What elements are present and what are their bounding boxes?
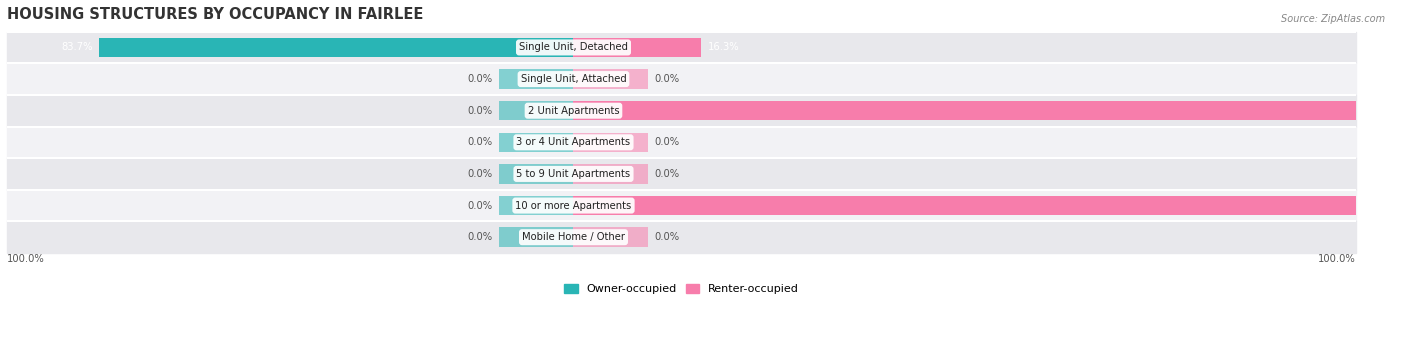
Bar bbox=[574, 101, 1355, 120]
Text: 2 Unit Apartments: 2 Unit Apartments bbox=[527, 106, 619, 116]
Text: 0.0%: 0.0% bbox=[467, 169, 492, 179]
Legend: Owner-occupied, Renter-occupied: Owner-occupied, Renter-occupied bbox=[560, 279, 803, 298]
Text: 0.0%: 0.0% bbox=[654, 74, 679, 84]
Text: 0.0%: 0.0% bbox=[467, 201, 492, 210]
Bar bbox=[7, 95, 1355, 127]
Text: 3 or 4 Unit Apartments: 3 or 4 Unit Apartments bbox=[516, 137, 630, 147]
Bar bbox=[100, 38, 574, 57]
Bar bbox=[574, 133, 648, 152]
Text: HOUSING STRUCTURES BY OCCUPANCY IN FAIRLEE: HOUSING STRUCTURES BY OCCUPANCY IN FAIRL… bbox=[7, 7, 423, 22]
Text: Single Unit, Detached: Single Unit, Detached bbox=[519, 42, 628, 53]
Text: 0.0%: 0.0% bbox=[467, 137, 492, 147]
Bar bbox=[574, 38, 702, 57]
Bar bbox=[7, 221, 1355, 253]
Text: 0.0%: 0.0% bbox=[467, 106, 492, 116]
Text: 16.3%: 16.3% bbox=[707, 42, 740, 53]
Text: 0.0%: 0.0% bbox=[654, 137, 679, 147]
Bar bbox=[574, 69, 648, 89]
Bar bbox=[7, 32, 1355, 63]
Text: 100.0%: 100.0% bbox=[1362, 106, 1400, 116]
Text: 0.0%: 0.0% bbox=[467, 232, 492, 242]
Text: 100.0%: 100.0% bbox=[1362, 201, 1400, 210]
Text: 5 to 9 Unit Apartments: 5 to 9 Unit Apartments bbox=[516, 169, 630, 179]
Text: 100.0%: 100.0% bbox=[1317, 254, 1355, 264]
Bar bbox=[499, 101, 574, 120]
Bar bbox=[7, 127, 1355, 158]
Bar bbox=[499, 227, 574, 247]
Text: 0.0%: 0.0% bbox=[654, 169, 679, 179]
Bar bbox=[499, 69, 574, 89]
Bar bbox=[7, 158, 1355, 190]
Text: Source: ZipAtlas.com: Source: ZipAtlas.com bbox=[1281, 14, 1385, 24]
Bar bbox=[499, 133, 574, 152]
Bar bbox=[499, 164, 574, 184]
Bar bbox=[574, 164, 648, 184]
Bar bbox=[574, 196, 1355, 216]
Text: 0.0%: 0.0% bbox=[467, 74, 492, 84]
Text: 83.7%: 83.7% bbox=[60, 42, 93, 53]
Text: 10 or more Apartments: 10 or more Apartments bbox=[516, 201, 631, 210]
Bar bbox=[7, 63, 1355, 95]
Text: 0.0%: 0.0% bbox=[654, 232, 679, 242]
Text: Mobile Home / Other: Mobile Home / Other bbox=[522, 232, 626, 242]
Text: 100.0%: 100.0% bbox=[7, 254, 45, 264]
Bar bbox=[7, 190, 1355, 221]
Bar bbox=[499, 196, 574, 216]
Text: Single Unit, Attached: Single Unit, Attached bbox=[520, 74, 626, 84]
Bar bbox=[574, 227, 648, 247]
